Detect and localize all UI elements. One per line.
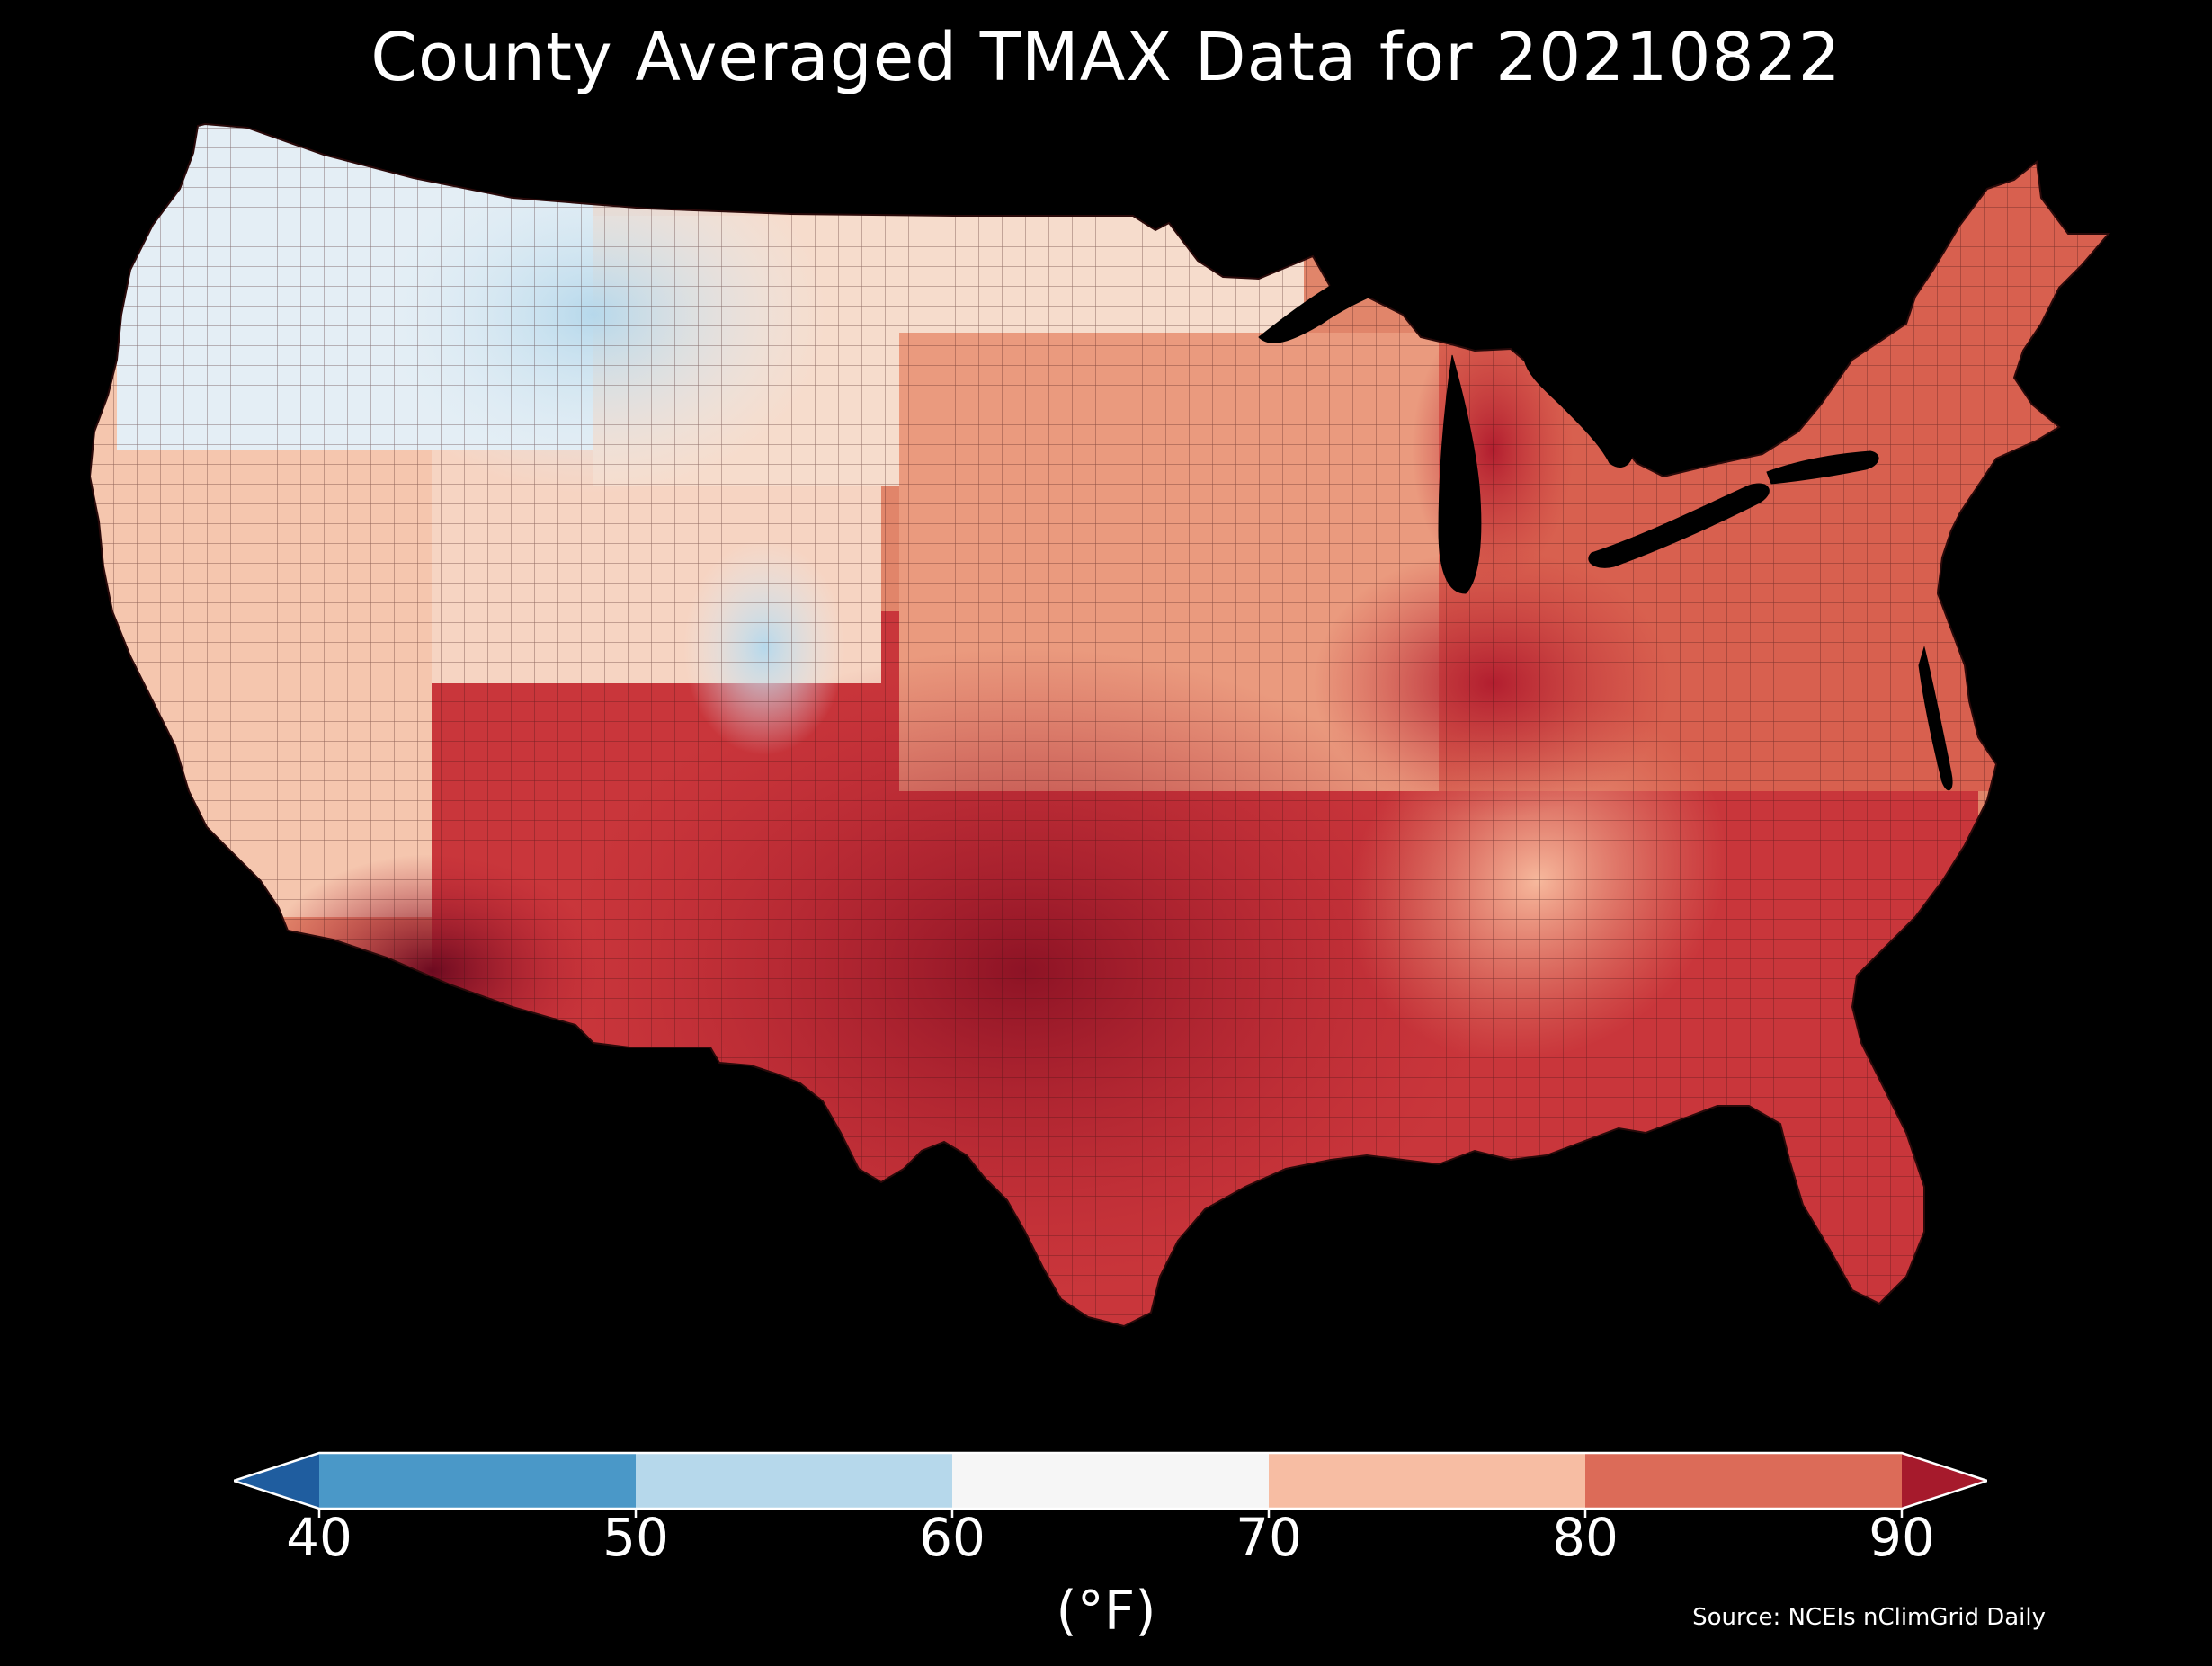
colorbar-unit-label: (°F)	[1056, 1580, 1156, 1643]
colorbar-extend-over	[1902, 1453, 1987, 1509]
great-lakes	[1258, 254, 1953, 791]
lake-huron	[1523, 359, 1634, 468]
lake-superior	[1258, 254, 1425, 343]
colorbar-extend-under	[234, 1453, 319, 1509]
colorbar-bin-3	[1269, 1453, 1585, 1509]
colorbar	[229, 1437, 1992, 1518]
colorbar-tick-label: 80	[1552, 1507, 1619, 1568]
colorbar-bin-2	[952, 1453, 1269, 1509]
source-credit: Source: NCEIs nClimGrid Daily	[1692, 1604, 2046, 1631]
lake-michigan	[1438, 354, 1482, 594]
us-county-map	[90, 108, 2122, 1385]
colorbar-tick-label: 70	[1235, 1507, 1302, 1568]
map-landmass	[90, 124, 2109, 1326]
colorbar-bin-0	[319, 1453, 636, 1509]
colorbar-bin-1	[636, 1453, 952, 1509]
colorbar-tick-label: 60	[919, 1507, 986, 1568]
map-title: County Averaged TMAX Data for 20210822	[370, 19, 1842, 96]
chesapeake-bay	[1918, 646, 1953, 791]
colorbar-tick-label: 40	[286, 1507, 352, 1568]
colorbar-tick-label: 90	[1869, 1507, 1935, 1568]
lake-erie	[1588, 483, 1770, 568]
colorbar-tick-label: 50	[602, 1507, 669, 1568]
lake-ontario	[1766, 450, 1879, 485]
colorbar-bin-4	[1585, 1453, 1902, 1509]
